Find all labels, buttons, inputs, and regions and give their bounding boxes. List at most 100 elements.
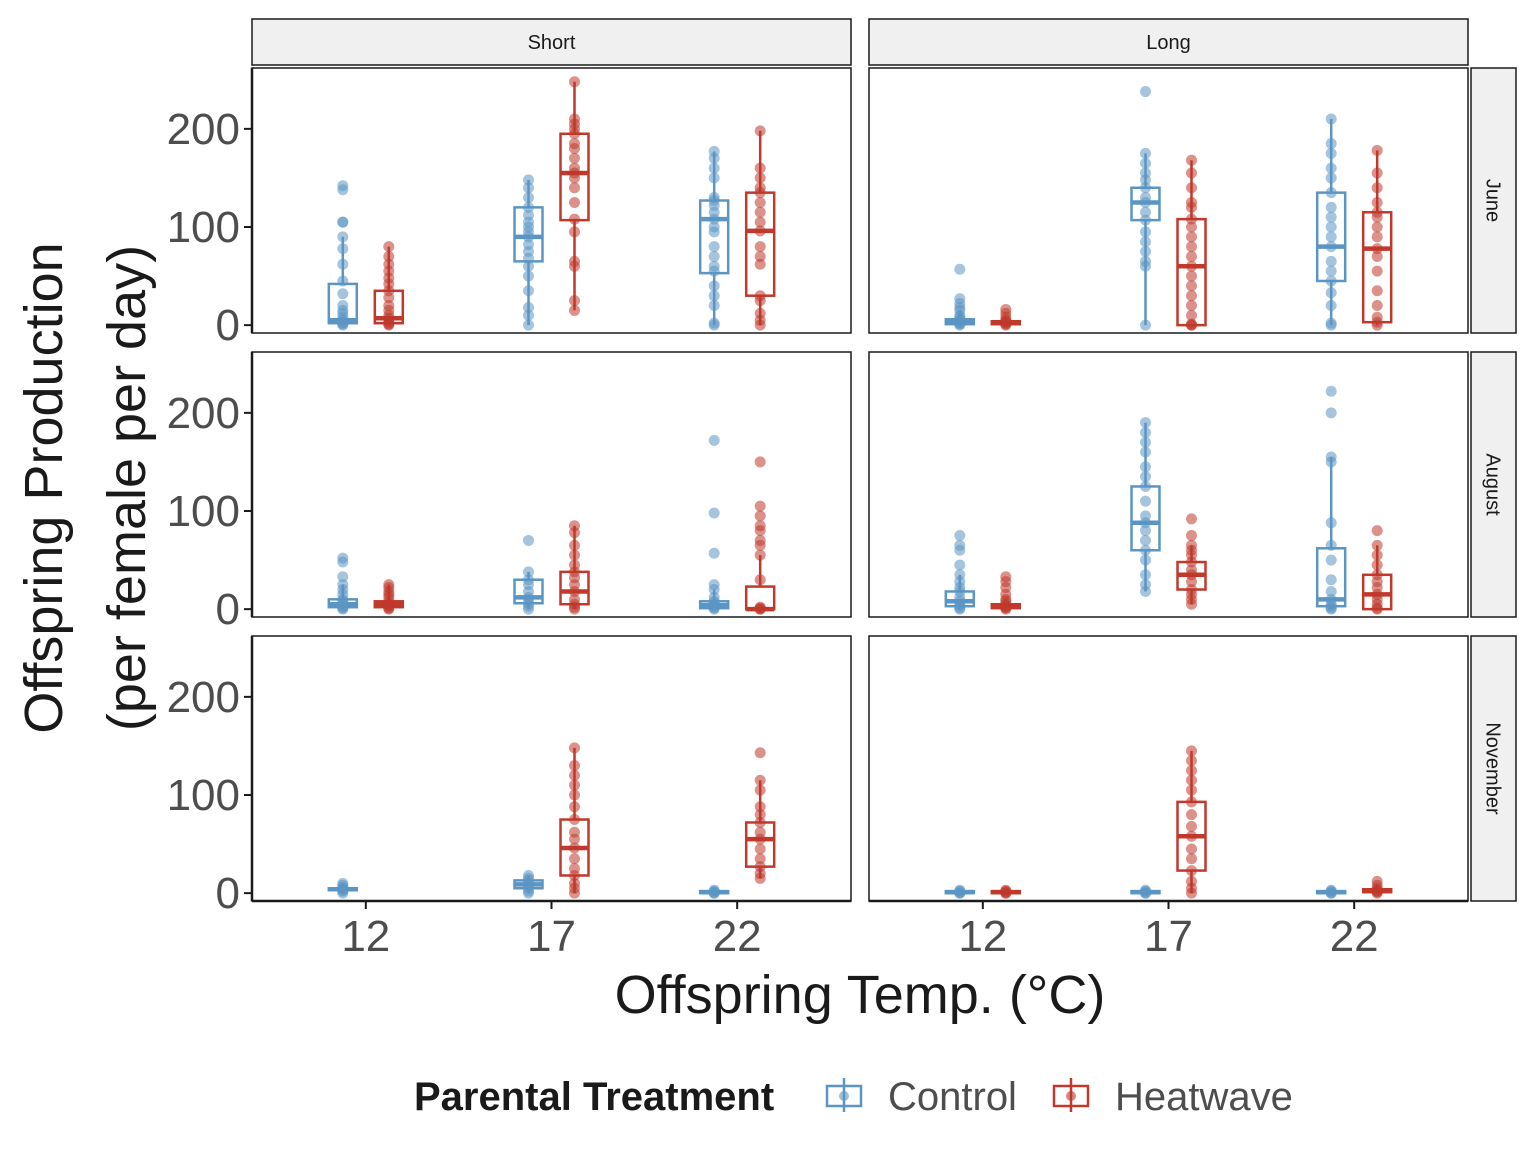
data-point	[569, 769, 580, 781]
data-point	[1140, 157, 1151, 169]
data-point	[754, 182, 766, 194]
data-point	[754, 774, 766, 786]
data-point	[523, 574, 534, 586]
data-point	[1325, 275, 1337, 287]
data-point	[1140, 86, 1151, 98]
data-point	[569, 295, 580, 307]
data-point	[569, 801, 580, 813]
y-axis-row-august: 0 100 200	[167, 352, 254, 634]
x-axis-title: Offspring Temp. (°C)	[615, 965, 1106, 1025]
box-group-17-control	[513, 869, 544, 899]
data-point	[1186, 764, 1197, 776]
data-point	[708, 579, 720, 591]
data-point	[1140, 182, 1151, 194]
data-point	[337, 216, 349, 228]
data-point	[523, 239, 534, 251]
data-point	[1186, 774, 1197, 786]
data-point	[1371, 875, 1383, 887]
data-point	[1186, 755, 1197, 767]
y-axis-row-november: 0 100 200	[167, 636, 254, 918]
data-point	[569, 760, 580, 772]
data-point	[754, 534, 766, 546]
data-point	[1371, 539, 1383, 551]
data-point	[523, 566, 534, 578]
data-point	[1140, 426, 1151, 438]
data-point	[754, 601, 766, 613]
box-group-22-heatwave	[744, 747, 776, 884]
data-point	[1325, 385, 1337, 397]
data-point	[523, 534, 534, 546]
data-point	[383, 579, 395, 591]
data-point	[1140, 495, 1151, 507]
box-group-22-control	[1315, 113, 1347, 331]
data-point	[1140, 461, 1151, 473]
y-tick-label: 100	[167, 487, 240, 536]
data-point	[569, 789, 580, 801]
box-group-17-control	[513, 534, 544, 615]
data-point	[1140, 319, 1151, 331]
data-point	[1140, 192, 1151, 204]
data-point	[1186, 290, 1197, 302]
data-point	[337, 275, 349, 287]
data-point	[569, 539, 580, 551]
data-point	[1140, 525, 1151, 537]
panel-long-november	[868, 635, 1469, 902]
panels-layer: Short Long June August November	[251, 18, 1517, 902]
data-point	[569, 520, 580, 532]
data-point	[754, 843, 766, 855]
data-point	[337, 571, 349, 583]
data-point	[569, 255, 580, 267]
data-point	[1325, 138, 1337, 150]
box-group-17-heatwave	[1176, 745, 1207, 899]
data-point	[754, 853, 766, 865]
data-point	[754, 258, 766, 270]
data-point	[1325, 221, 1337, 233]
data-point	[1371, 300, 1383, 312]
data-point	[1325, 407, 1337, 419]
box-group-12-control	[944, 884, 976, 899]
data-point	[569, 742, 580, 754]
data-point	[954, 530, 966, 542]
data-point	[569, 226, 580, 238]
data-point	[383, 241, 395, 253]
data-point	[1371, 144, 1383, 156]
data-point	[1186, 241, 1197, 253]
data-point	[569, 779, 580, 791]
box-group-22-control	[698, 434, 730, 615]
data-point	[708, 145, 720, 157]
data-point	[954, 884, 966, 896]
data-point	[708, 162, 720, 174]
data-point	[708, 317, 720, 329]
data-point	[754, 784, 766, 796]
data-point	[1186, 196, 1197, 208]
data-point	[1371, 167, 1383, 179]
data-point	[1325, 574, 1337, 586]
strip-col-box	[868, 18, 1469, 66]
data-point	[1000, 571, 1012, 583]
data-point	[337, 288, 349, 300]
data-point	[1186, 260, 1197, 272]
data-point	[1325, 593, 1337, 605]
data-point	[337, 579, 349, 591]
y-tick-label: 100	[167, 771, 240, 820]
data-point	[1186, 250, 1197, 262]
strip-col-short: Short	[251, 18, 852, 66]
x-tick-label: 22	[1330, 912, 1379, 961]
data-point	[954, 569, 966, 581]
data-point	[754, 801, 766, 813]
data-point	[337, 243, 349, 255]
data-point	[708, 591, 720, 603]
box-group-12-control	[944, 530, 976, 615]
data-point	[383, 300, 395, 312]
box-group-22-control	[698, 884, 730, 899]
data-point	[1140, 471, 1151, 483]
data-point	[1186, 513, 1197, 525]
data-point	[708, 280, 720, 292]
box-group-22-heatwave	[1361, 525, 1393, 615]
data-point	[1186, 221, 1197, 233]
panel-border	[868, 67, 1469, 334]
data-point	[1371, 265, 1383, 277]
data-point	[708, 250, 720, 262]
box-group-22-heatwave	[1361, 875, 1393, 899]
panel-border	[251, 67, 852, 334]
